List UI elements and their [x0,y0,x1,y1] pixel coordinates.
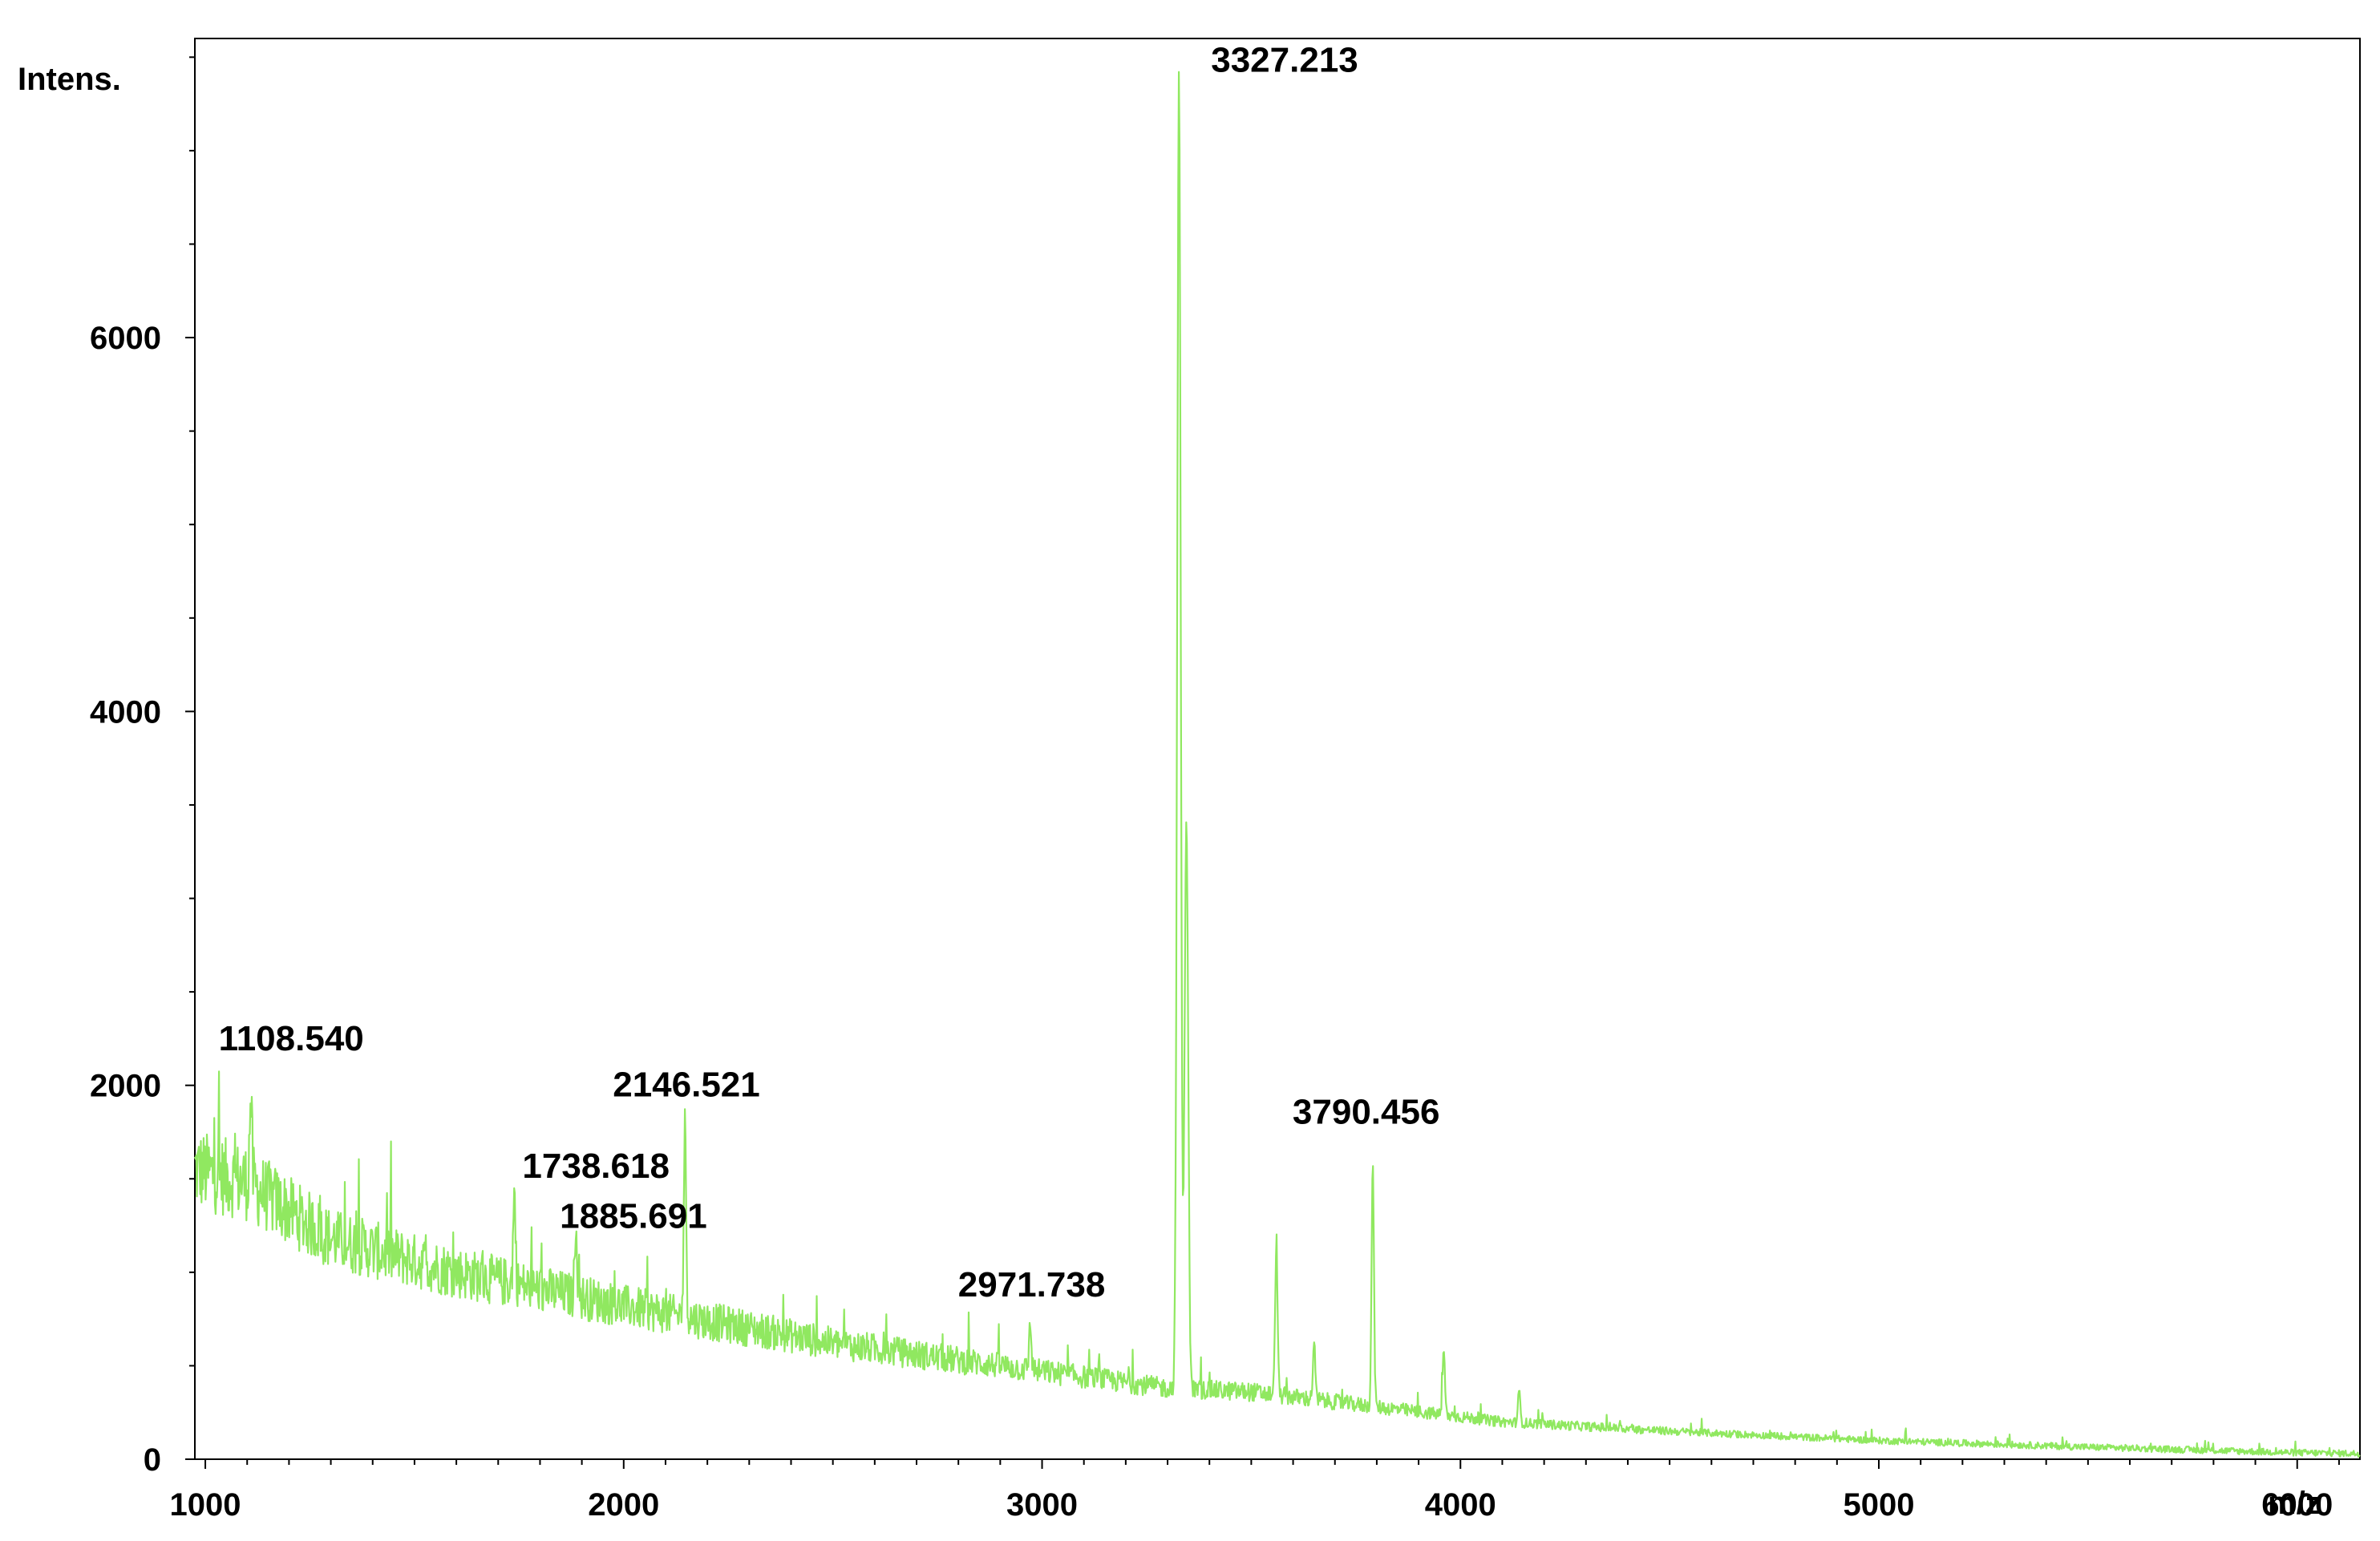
peak-label: 3327.213 [1211,40,1358,79]
peak-label: 1108.540 [219,1019,364,1058]
y-tick-label: 0 [144,1442,161,1478]
x-tick-label: 1000 [170,1487,241,1523]
spectrum-trace [193,71,2361,1458]
x-tick-label: 6000 [2261,1487,2333,1523]
x-axis: 1000 2000 3000 4000 5000 6000 [170,1459,2340,1523]
x-tick-label: 2000 [588,1487,659,1523]
peak-label: 3790.456 [1293,1092,1440,1131]
x-tick-label: 5000 [1844,1487,1915,1523]
peak-label: 2971.738 [958,1265,1106,1304]
x-tick-label: 3000 [1006,1487,1078,1523]
y-tick-label: 2000 [90,1069,161,1104]
x-tick-label: 4000 [1425,1487,1496,1523]
x-axis-title: m/z [2268,1486,2321,1521]
peak-labels: 1108.540 1738.618 1885.691 2146.521 2971.738… [219,40,1440,1304]
peak-label: 2146.521 [613,1066,760,1105]
y-tick-label: 4000 [90,694,161,730]
y-tick-label: 6000 [90,321,161,356]
peak-label: 1738.618 [522,1147,670,1186]
peak-label: 1885.691 [560,1197,707,1236]
plot-frame [194,38,2361,1460]
y-axis-title: Intens. [18,62,121,97]
y-axis: 0 2000 4000 6000 [90,56,195,1478]
